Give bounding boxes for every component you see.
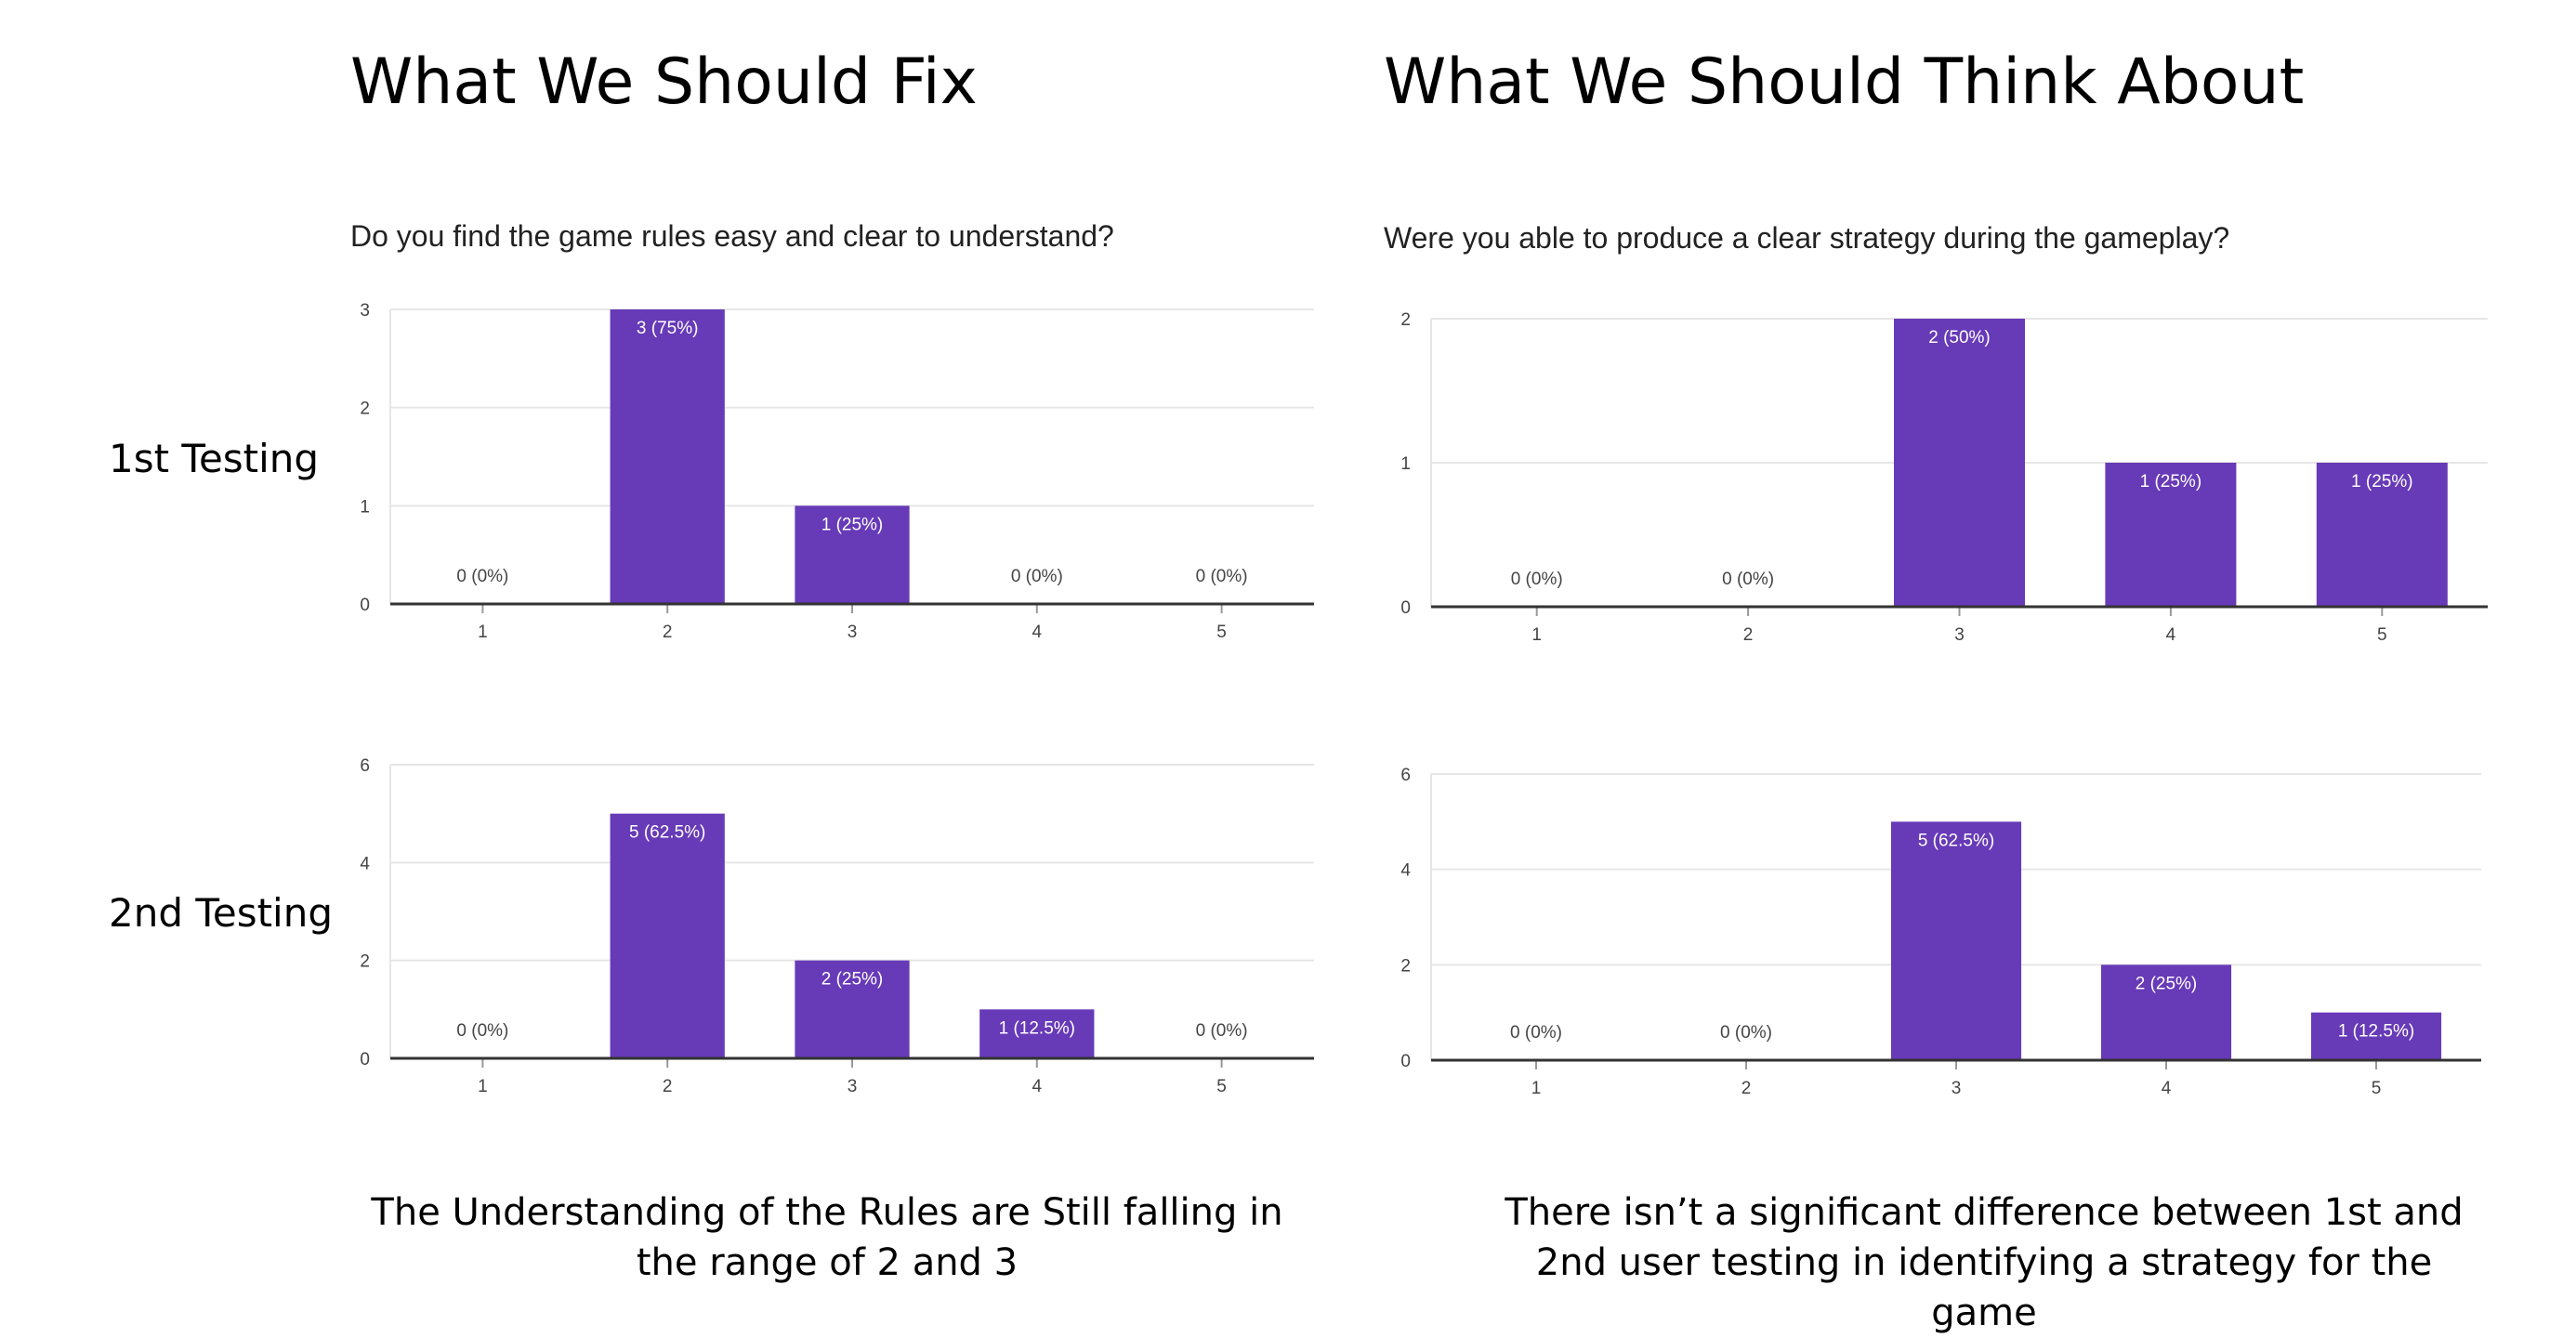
y-tick-label: 0 — [1400, 1052, 1411, 1071]
bar — [979, 1009, 1095, 1058]
bar — [2316, 463, 2448, 607]
summary-right: There isn’t a significant difference bet… — [1505, 1191, 2464, 1334]
bar — [610, 813, 725, 1058]
bar — [795, 960, 910, 1058]
y-tick-label: 1 — [360, 497, 370, 517]
bar — [2105, 463, 2237, 607]
x-tick-label: 2 — [1743, 625, 1754, 645]
y-tick-label: 2 — [360, 952, 370, 972]
data-label: 3 (75%) — [637, 319, 699, 338]
x-tick-label: 4 — [2166, 625, 2176, 645]
y-tick-label: 4 — [1400, 861, 1411, 881]
data-label: 2 (25%) — [2136, 974, 2198, 993]
y-tick-label: 6 — [1400, 766, 1411, 785]
x-tick-label: 4 — [1032, 623, 1043, 642]
data-label: 0 (0%) — [1011, 567, 1063, 586]
x-tick-label: 1 — [1531, 625, 1542, 645]
data-label: 2 (50%) — [1928, 328, 1991, 348]
row-label-first-testing: 1st Testing — [109, 436, 320, 481]
bar — [795, 505, 910, 604]
bar — [1894, 319, 2025, 607]
data-label: 0 (0%) — [1196, 567, 1248, 586]
y-tick-label: 2 — [1400, 956, 1411, 976]
y-tick-label: 0 — [1400, 598, 1411, 618]
x-tick-label: 4 — [1032, 1077, 1043, 1096]
x-tick-label: 3 — [1954, 625, 1965, 645]
heading-left: What We Should Fix — [350, 46, 978, 119]
x-tick-label: 1 — [478, 1077, 488, 1096]
data-label: 0 (0%) — [1196, 1021, 1248, 1041]
data-label: 1 (25%) — [821, 515, 884, 534]
data-label: 2 (25%) — [821, 970, 884, 990]
y-tick-label: 4 — [360, 854, 370, 873]
x-tick-label: 3 — [848, 623, 858, 642]
x-tick-label: 2 — [663, 623, 673, 642]
x-tick-label: 1 — [478, 623, 488, 642]
y-tick-label: 2 — [1400, 310, 1411, 330]
row-label-second-testing: 2nd Testing — [109, 890, 334, 936]
data-label: 0 (0%) — [1511, 570, 1563, 589]
question-left: Do you find the game rules easy and clea… — [350, 219, 1114, 253]
x-tick-label: 5 — [1216, 623, 1227, 642]
x-tick-label: 2 — [1741, 1079, 1752, 1098]
y-tick-label: 1 — [1400, 454, 1411, 474]
heading-right: What We Should Think About — [1384, 46, 2305, 119]
x-tick-label: 3 — [1952, 1079, 1962, 1098]
data-label: 0 (0%) — [1720, 1023, 1772, 1043]
data-label: 5 (62.5%) — [1918, 831, 1994, 850]
y-tick-label: 0 — [360, 1050, 370, 1069]
y-tick-label: 0 — [360, 596, 370, 615]
data-label: 0 (0%) — [456, 1021, 508, 1041]
x-tick-label: 4 — [2162, 1079, 2172, 1098]
data-label: 1 (12.5%) — [2338, 1022, 2414, 1042]
data-label: 0 (0%) — [1722, 570, 1774, 589]
bar — [1890, 821, 2022, 1060]
summary-left: The Understanding of the Rules are Still… — [371, 1191, 1283, 1284]
data-label: 0 (0%) — [1510, 1023, 1562, 1043]
data-label: 5 (62.5%) — [629, 823, 705, 843]
bar — [2100, 964, 2232, 1060]
x-tick-label: 5 — [2377, 625, 2387, 645]
x-tick-label: 3 — [848, 1077, 858, 1096]
y-tick-label: 6 — [360, 756, 370, 776]
y-tick-label: 2 — [360, 400, 370, 419]
data-label: 1 (25%) — [2351, 472, 2413, 492]
data-label: 0 (0%) — [456, 567, 508, 586]
x-tick-label: 1 — [1531, 1079, 1542, 1098]
bar — [2310, 1012, 2442, 1060]
x-tick-label: 5 — [1216, 1077, 1227, 1096]
question-right: Were you able to produce a clear strateg… — [1384, 221, 2230, 255]
x-tick-label: 5 — [2372, 1079, 2382, 1098]
y-tick-label: 3 — [360, 301, 370, 321]
x-tick-label: 2 — [663, 1077, 673, 1096]
data-label: 1 (12.5%) — [999, 1018, 1075, 1038]
data-label: 1 (25%) — [2140, 472, 2202, 492]
bar — [610, 309, 725, 604]
